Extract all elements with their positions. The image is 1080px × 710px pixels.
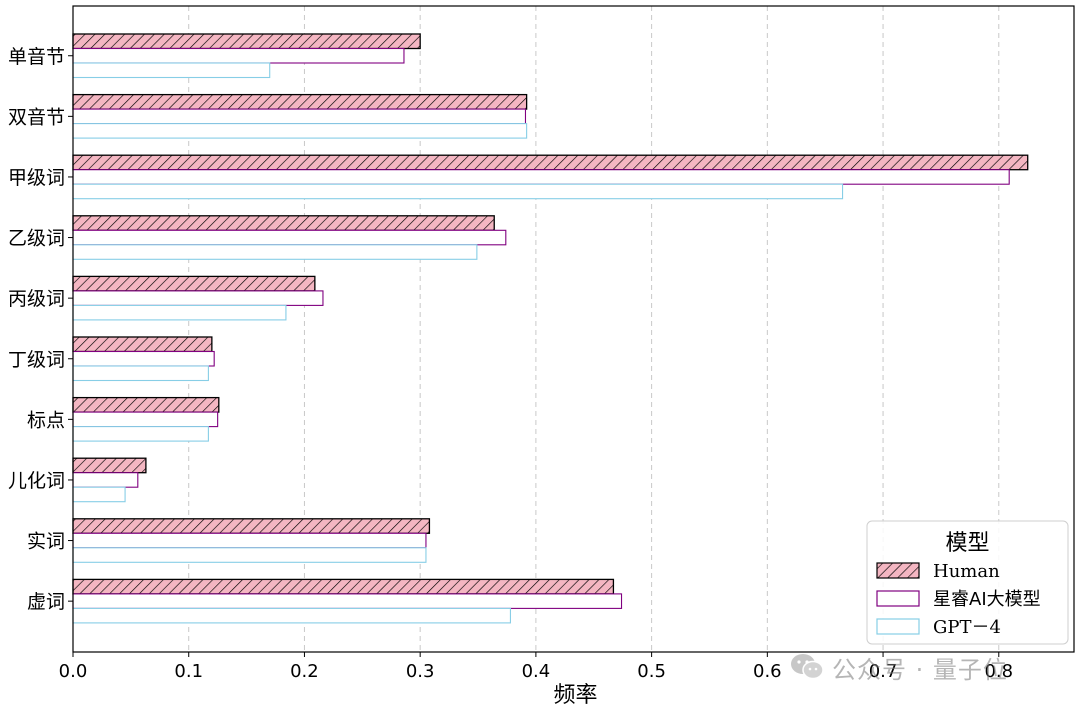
bar-gpt4-2 xyxy=(72,183,844,200)
bar-human-1 xyxy=(72,93,528,110)
bar-gpt4-3 xyxy=(72,244,478,260)
bar-human-0 xyxy=(72,33,421,50)
bar-human-3 xyxy=(72,215,495,231)
bar-xingrui-5 xyxy=(72,350,215,367)
y-tick-label: 实词 xyxy=(27,531,65,553)
bar-human-7 xyxy=(72,457,147,474)
x-tick-label: 0.1 xyxy=(174,661,203,682)
legend: 模型 Human 星睿AI大模型 GPT－4 xyxy=(866,520,1069,645)
x-tick-label: 0.6 xyxy=(753,661,782,682)
x-tick-label: 0.2 xyxy=(290,661,319,682)
y-tick-label: 虚词 xyxy=(27,591,65,613)
legend-swatch xyxy=(876,590,920,607)
x-tick-label: 0.4 xyxy=(522,661,551,682)
bar-human-4 xyxy=(72,275,316,292)
bar-human-9 xyxy=(72,578,615,595)
bar-gpt4-5 xyxy=(72,365,209,382)
bar-xingrui-4 xyxy=(72,290,324,306)
y-tick-label: 乙级词 xyxy=(8,228,65,250)
legend-swatch xyxy=(876,618,920,635)
bar-gpt4-4 xyxy=(72,304,287,321)
x-tick-label: 0.8 xyxy=(984,661,1013,682)
legend-title: 模型 xyxy=(945,531,989,556)
bar-xingrui-0 xyxy=(72,47,405,64)
legend-box xyxy=(866,520,1069,645)
legend-swatch xyxy=(876,562,920,579)
y-tick-label: 甲级词 xyxy=(8,167,65,189)
bar-xingrui-3 xyxy=(72,229,507,246)
y-tick-label: 儿化词 xyxy=(8,470,65,492)
bar-gpt4-0 xyxy=(72,62,271,79)
y-tick-label: 双音节 xyxy=(8,106,65,128)
legend-label: Human xyxy=(933,561,1000,582)
y-tick-label: 丁级词 xyxy=(8,349,65,371)
y-tick-label: 单音节 xyxy=(8,46,65,68)
y-tick-label: 标点 xyxy=(27,409,65,431)
x-tick-label: 0.3 xyxy=(406,661,435,682)
y-tick-label: 丙级词 xyxy=(8,288,65,310)
bar-gpt4-6 xyxy=(72,426,209,442)
bar-human-2 xyxy=(72,154,1029,171)
legend-label: GPT－4 xyxy=(933,617,1001,638)
x-axis-ticks: 0.0 0.1 0.2 0.3 0.4 0.5 0.6 0.7 0.8 xyxy=(59,652,1013,682)
bar-xingrui-8 xyxy=(72,532,427,549)
bar-gpt4-8 xyxy=(72,547,427,563)
plot-frame xyxy=(72,5,1075,653)
legend-label: 星睿AI大模型 xyxy=(933,589,1041,610)
bar-xingrui-2 xyxy=(72,169,1010,185)
watermark-text: 公众号 · 量子位 xyxy=(832,655,1008,684)
wechat-icon xyxy=(791,654,824,680)
bar-human-5 xyxy=(72,336,213,353)
x-tick-label: 0.7 xyxy=(869,661,898,682)
x-tick-label: 0.5 xyxy=(637,661,666,682)
bar-xingrui-7 xyxy=(72,472,139,488)
bar-xingrui-1 xyxy=(72,108,527,125)
bar-gpt4-1 xyxy=(72,123,528,139)
bar-xingrui-9 xyxy=(72,593,623,609)
bar-gpt4-7 xyxy=(72,486,126,503)
bar-gpt4-9 xyxy=(72,607,511,624)
bar-human-6 xyxy=(72,396,220,413)
watermark: 公众号 · 量子位 xyxy=(790,648,1060,686)
bar-xingrui-6 xyxy=(72,411,219,428)
bar-human-8 xyxy=(72,518,431,534)
x-tick-label: 0.0 xyxy=(59,661,88,682)
x-axis-title: 频率 xyxy=(553,683,597,708)
